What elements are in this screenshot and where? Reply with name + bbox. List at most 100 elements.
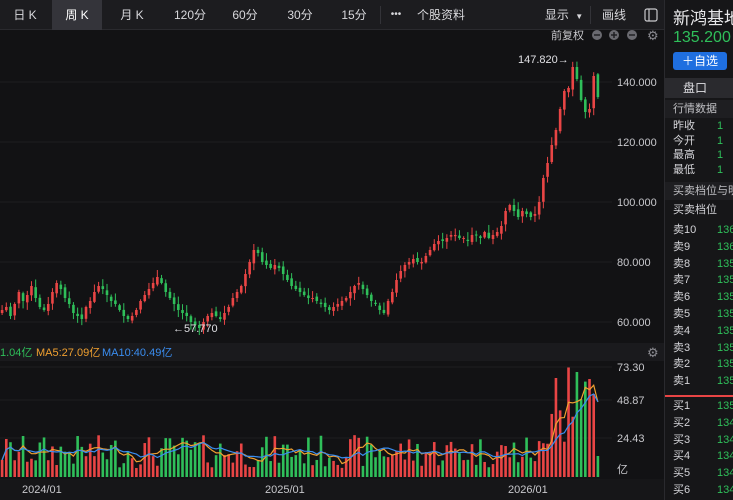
level-price: 136 [717,240,733,253]
volume-bar [516,462,520,477]
candle-body [93,292,96,302]
volume-bar [269,461,272,477]
candle-body [554,130,558,146]
display-label: 显示 [544,8,569,22]
volume-bar [437,465,440,477]
sidebar-toggle-icon [644,8,658,22]
candle-body [466,239,470,241]
volume-bar [298,450,302,477]
candle-body [588,109,591,113]
volume-bar [584,381,587,477]
tab-120min[interactable]: 120分 [173,8,207,22]
volume-bar [80,446,84,477]
volume-bar [479,439,482,477]
candle-body [319,302,323,304]
tab-weekly-k[interactable]: 周 K [52,0,102,30]
volume-bar [353,435,356,477]
level-label: 卖6 [673,291,691,304]
volume-bar [135,467,138,477]
zoom-in-icon[interactable] [609,30,619,40]
tab-60min[interactable]: 60分 [232,8,258,22]
candle-body [302,291,306,295]
candle-body [42,307,46,310]
chevron-down-icon: ▼ [575,12,584,21]
volume-bar [357,437,361,477]
candle-body [349,292,352,299]
candle-body [189,316,193,322]
candle-body [0,310,4,314]
price-tick-label: 60.000 [617,317,651,329]
more-periods-button[interactable]: ••• [390,9,402,20]
volume-bar [177,454,180,477]
volume-bar [563,441,566,477]
bid-row: 买6 134 [665,482,733,499]
tab-daily-k[interactable]: 日 K [13,8,37,22]
candle-body [307,295,310,298]
minimize-icon[interactable] [627,30,637,40]
volume-bar [386,457,390,477]
tab-30min[interactable]: 30分 [287,8,313,22]
market-data-header[interactable]: 行情数据 [665,100,733,118]
level-label: 买6 [673,484,691,496]
level-price: 135 [717,324,733,337]
level-price: 134 [717,484,733,496]
volume-settings-gear-icon[interactable]: ⚙ [647,345,659,360]
tab-15min[interactable]: 15分 [341,8,367,22]
add-watchlist-button[interactable]: ＋自选 [673,52,727,70]
stock-profile-button[interactable]: 个股资料 [416,8,465,22]
volume-ma10-line [1,393,599,461]
candle-body [411,259,415,264]
volume-bar [72,463,75,477]
chart-area[interactable]: 前复权 ⚙ 147.820→ ←57.770 140.000 120.000 1… [0,30,664,500]
volume-bar [105,459,109,477]
ask-row: 卖4 135 [665,323,733,340]
candle-body [269,263,272,268]
volume-bar [84,456,88,477]
bid-row: 买3 134 [665,432,733,449]
level-price: 135 [717,291,733,304]
quote-row: 今开 1 [665,133,733,150]
volume-bar [420,465,423,477]
candle-body [596,74,600,97]
candle-body [508,205,512,211]
level-label: 卖3 [673,341,691,354]
candle-body [479,236,482,238]
candle-body [277,265,281,268]
level-label: 买5 [673,467,691,480]
adjust-mode-label[interactable]: 前复权 [551,30,584,42]
volume-bar [206,462,209,477]
candle-body [72,304,75,313]
candle-body [105,290,109,295]
candle-body [567,88,570,93]
candle-body [206,316,209,322]
level-price: 135 [717,400,733,412]
candle-body [504,211,507,225]
candle-body [244,274,247,287]
candle-body [210,313,214,318]
candle-body [382,309,386,313]
level-label: 卖4 [673,324,691,337]
tab-orderbook[interactable]: 盘口 [665,78,733,98]
candle-body [399,271,402,279]
volume-bar [336,464,340,477]
candle-body [483,232,486,238]
candle-body [575,66,579,79]
volume-bar [160,448,163,477]
volume-bar [231,462,235,477]
candle-body [374,302,377,304]
display-menu-button[interactable]: 显示 ▼ [540,0,588,30]
orderbook-header[interactable]: 买卖档位与明细 [665,182,733,200]
draw-line-button[interactable]: 画线 [601,8,626,22]
stock-name: 新鸿基地产 [673,9,733,28]
volume-bar [38,442,42,477]
gear-icon[interactable]: ⚙ [647,30,659,43]
candle-body [227,307,230,312]
kline-chart[interactable]: 前复权 ⚙ 147.820→ ←57.770 140.000 120.000 1… [0,30,664,500]
candle-body [168,291,172,298]
collapse-panel-button[interactable] [640,0,662,30]
quote-label: 最高 [673,149,695,161]
volume-bar [198,444,201,477]
tab-monthly-k[interactable]: 月 K [120,8,144,22]
zoom-out-icon[interactable] [592,30,602,40]
volume-bar [0,459,4,477]
